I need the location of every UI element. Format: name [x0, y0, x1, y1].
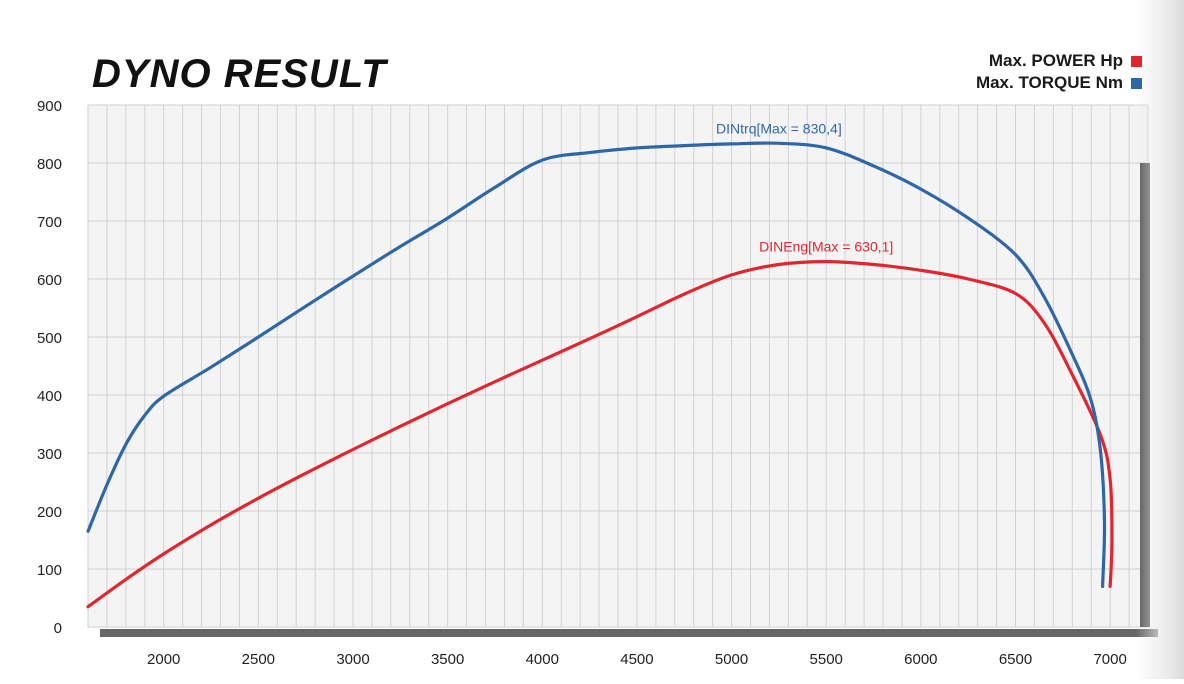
x-tick-label: 5500 [810, 651, 843, 668]
x-tick-label: 5000 [715, 651, 748, 668]
y-tick-label: 200 [37, 504, 62, 521]
y-tick-label: 500 [37, 330, 62, 347]
y-tick-label: 100 [37, 562, 62, 579]
x-tick-label: 2500 [242, 651, 275, 668]
power-line [86, 260, 1114, 609]
chart-legend: Max. POWER Hp Max. TORQUE Nm [976, 50, 1142, 94]
x-tick-label: 2000 [147, 651, 180, 668]
right-edge-shading [1136, 0, 1184, 679]
y-tick-label: 400 [37, 388, 62, 405]
x-tick-label: 6500 [999, 651, 1032, 668]
torque-max-annotation: DINtrq[Max = 830,4] [716, 120, 842, 136]
legend-label-power: Max. POWER Hp [988, 51, 1123, 70]
legend-swatch-power [1131, 55, 1142, 67]
x-tick-label: 7000 [1093, 651, 1126, 668]
y-tick-label: 300 [37, 446, 62, 463]
y-tick-label: 0 [54, 620, 62, 637]
x-tick-label: 3500 [431, 651, 464, 668]
chart-title: DYNO RESULT [92, 52, 387, 96]
power-max-annotation: DINEng[Max = 630,1] [759, 239, 893, 255]
legend-item-power: Max. POWER Hp [976, 50, 1142, 72]
x-tick-label: 6000 [904, 651, 937, 668]
x-tick-label: 4000 [526, 651, 559, 668]
x-axis-bar [100, 629, 1158, 637]
legend-label-torque: Max. TORQUE Nm [975, 73, 1123, 92]
y-tick-label: 900 [37, 98, 62, 115]
torque-line [86, 141, 1107, 588]
y-tick-label: 700 [37, 214, 62, 231]
y-tick-label: 600 [37, 272, 62, 289]
x-tick-label: 4500 [620, 651, 653, 668]
x-tick-label: 3000 [336, 651, 369, 668]
y-tick-label: 800 [37, 156, 62, 173]
legend-item-torque: Max. TORQUE Nm [976, 72, 1142, 94]
legend-swatch-torque [1131, 77, 1142, 89]
